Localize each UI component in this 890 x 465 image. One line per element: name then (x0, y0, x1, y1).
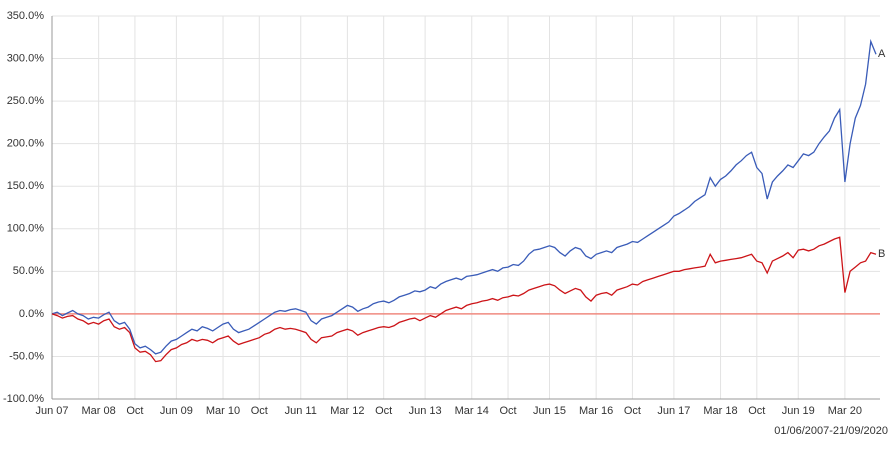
x-tick-label: Jun 19 (782, 405, 815, 417)
x-tick-label: Mar 14 (455, 405, 489, 417)
x-tick-label: Oct (251, 405, 268, 417)
y-tick-label: -50.0% (9, 350, 44, 362)
series-line (51, 236, 877, 363)
y-tick-label: 350.0% (7, 10, 45, 22)
x-tick-label: Jun 11 (285, 405, 317, 417)
x-tick-label: Mar 20 (828, 405, 862, 417)
x-tick-label: Oct (748, 405, 765, 417)
y-tick-label: 300.0% (7, 52, 45, 64)
x-tick-label: Mar 12 (330, 405, 364, 417)
x-tick-label: Oct (499, 405, 516, 417)
y-tick-label: -100.0% (3, 393, 44, 405)
x-tick-label: Oct (126, 405, 143, 417)
y-tick-label: 250.0% (7, 95, 45, 107)
x-tick-label: Jun 13 (409, 405, 442, 417)
x-tick-label: Mar 10 (206, 405, 240, 417)
y-tick-label: 150.0% (7, 180, 45, 192)
y-tick-label: 50.0% (13, 265, 44, 277)
x-tick-label: Oct (624, 405, 641, 417)
x-tick-label: Jun 07 (35, 405, 68, 417)
y-tick-label: 100.0% (7, 223, 45, 235)
x-tick-label: Mar 16 (579, 405, 613, 417)
series-label: A (878, 48, 886, 60)
x-tick-label: Jun 09 (160, 405, 193, 417)
series-label: B (878, 248, 885, 260)
x-tick-label: Mar 18 (703, 405, 737, 417)
series-line (51, 38, 877, 355)
x-tick-label: Jun 17 (657, 405, 690, 417)
x-tick-label: Jun 15 (533, 405, 566, 417)
y-tick-label: 200.0% (7, 138, 45, 150)
y-tick-label: 0.0% (19, 308, 44, 320)
date-range: 01/06/2007-21/09/2020 (774, 425, 888, 437)
x-tick-label: Oct (375, 405, 392, 417)
x-tick-label: Mar 08 (82, 405, 116, 417)
